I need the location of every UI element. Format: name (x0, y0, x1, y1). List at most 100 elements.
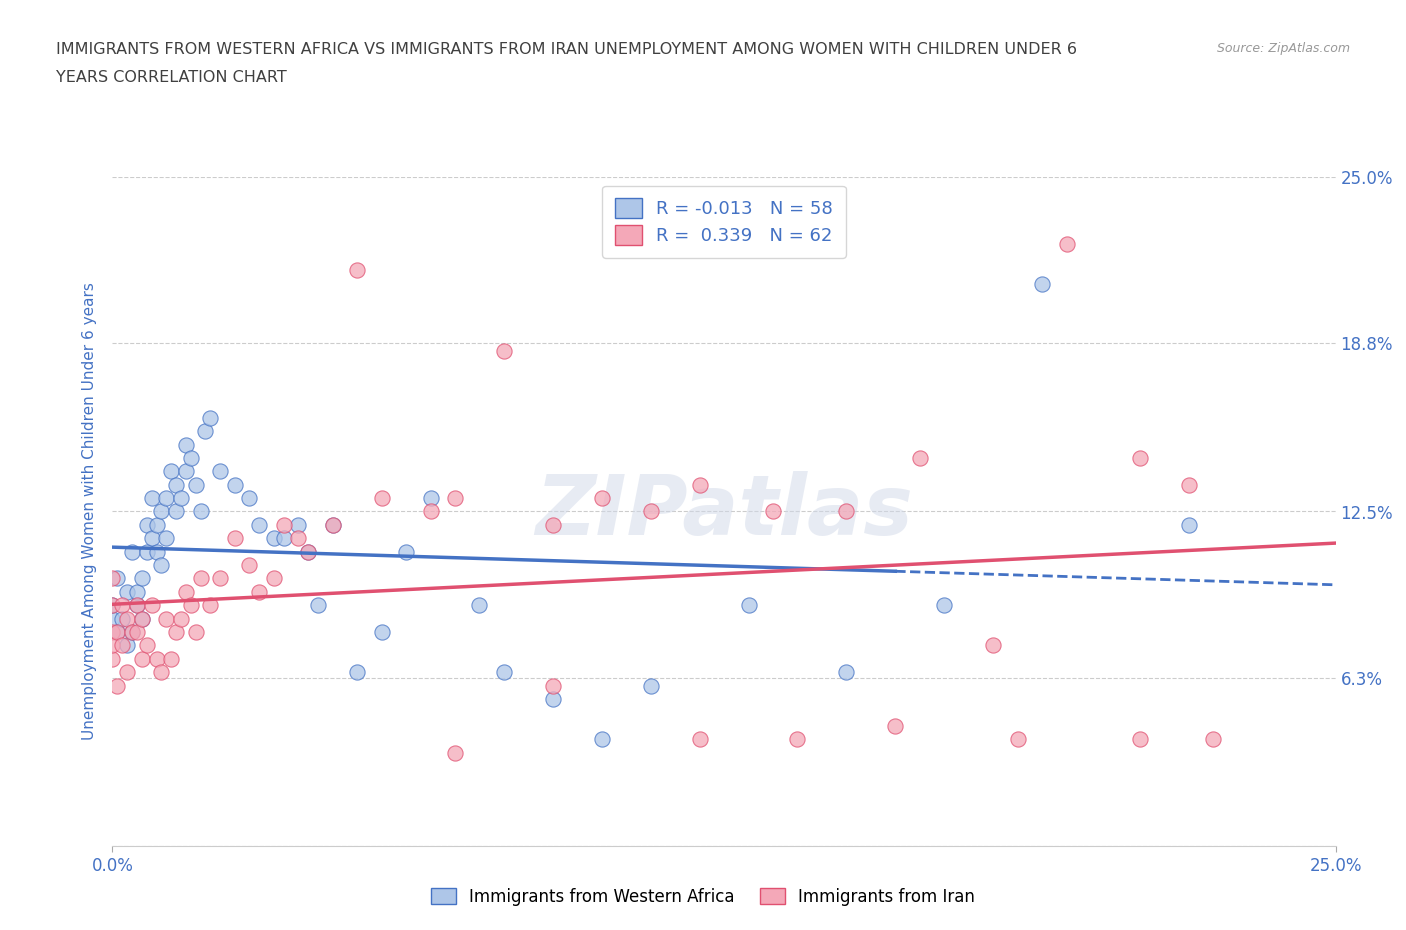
Point (737, 598, 759, 613)
Point (135, 638, 157, 653)
Point (1178, 477, 1201, 492)
Point (322, 517, 344, 532)
Point (322, 517, 344, 532)
Point (492, 343, 515, 358)
Point (135, 517, 157, 532)
Point (297, 544, 319, 559)
Point (101, 598, 124, 613)
Point (131, 611, 153, 626)
Point (141, 598, 163, 613)
Point (492, 665, 515, 680)
Point (273, 517, 295, 532)
Point (115, 611, 138, 626)
Point (640, 504, 662, 519)
Point (180, 450, 202, 465)
Point (125, 625, 148, 640)
Point (101, 571, 124, 586)
Point (908, 450, 931, 465)
Point (105, 571, 128, 586)
Point (541, 517, 564, 532)
Point (101, 638, 124, 653)
Point (419, 504, 441, 519)
Point (141, 531, 163, 546)
Point (115, 665, 138, 680)
Point (762, 504, 785, 519)
Point (115, 638, 138, 653)
Point (444, 745, 467, 760)
Point (131, 651, 153, 666)
Point (145, 651, 167, 666)
Point (155, 611, 177, 626)
Point (238, 491, 260, 506)
Point (884, 718, 907, 733)
Point (170, 491, 193, 506)
Point (591, 732, 613, 747)
Point (101, 651, 124, 666)
Point (444, 491, 467, 506)
Point (297, 544, 319, 559)
Point (541, 678, 564, 693)
Point (224, 531, 246, 546)
Point (209, 464, 232, 479)
Point (131, 571, 153, 586)
Point (174, 584, 197, 599)
Point (101, 611, 124, 626)
Point (111, 638, 134, 653)
Point (184, 477, 207, 492)
Point (190, 504, 212, 519)
Point (835, 665, 858, 680)
Point (150, 504, 173, 519)
Point (287, 517, 309, 532)
Point (165, 477, 187, 492)
Point (1007, 732, 1029, 747)
Point (370, 625, 392, 640)
Text: ZIPatlas: ZIPatlas (536, 471, 912, 552)
Point (1129, 732, 1152, 747)
Point (689, 732, 711, 747)
Point (200, 410, 222, 425)
Point (121, 625, 143, 640)
Point (263, 531, 285, 546)
Point (468, 598, 491, 613)
Point (591, 491, 613, 506)
Point (209, 571, 232, 586)
Point (115, 584, 138, 599)
Point (190, 571, 212, 586)
Point (395, 544, 418, 559)
Point (121, 544, 143, 559)
Point (1178, 517, 1201, 532)
Point (224, 477, 246, 492)
Point (160, 651, 183, 666)
Point (194, 424, 217, 439)
Point (170, 611, 193, 626)
Point (121, 625, 143, 640)
Point (1031, 276, 1053, 291)
Point (640, 678, 662, 693)
Point (145, 517, 167, 532)
Point (247, 517, 270, 532)
Point (934, 598, 956, 613)
Point (238, 558, 260, 573)
Text: YEARS CORRELATION CHART: YEARS CORRELATION CHART (56, 70, 287, 85)
Point (174, 464, 197, 479)
Point (105, 625, 128, 640)
Point (105, 678, 128, 693)
Point (145, 544, 167, 559)
Point (419, 491, 441, 506)
Point (150, 558, 173, 573)
Point (263, 571, 285, 586)
Y-axis label: Unemployment Among Women with Children Under 6 years: Unemployment Among Women with Children U… (82, 283, 97, 740)
Point (1202, 732, 1225, 747)
Point (835, 504, 858, 519)
Point (200, 598, 222, 613)
Legend: Immigrants from Western Africa, Immigrants from Iran: Immigrants from Western Africa, Immigran… (425, 881, 981, 912)
Text: IMMIGRANTS FROM WESTERN AFRICA VS IMMIGRANTS FROM IRAN UNEMPLOYMENT AMONG WOMEN : IMMIGRANTS FROM WESTERN AFRICA VS IMMIGR… (56, 42, 1077, 57)
Point (101, 625, 124, 640)
Point (287, 531, 309, 546)
Point (541, 692, 564, 707)
Text: Source: ZipAtlas.com: Source: ZipAtlas.com (1216, 42, 1350, 55)
Point (141, 491, 163, 506)
Point (1129, 450, 1152, 465)
Point (101, 598, 124, 613)
Point (111, 611, 134, 626)
